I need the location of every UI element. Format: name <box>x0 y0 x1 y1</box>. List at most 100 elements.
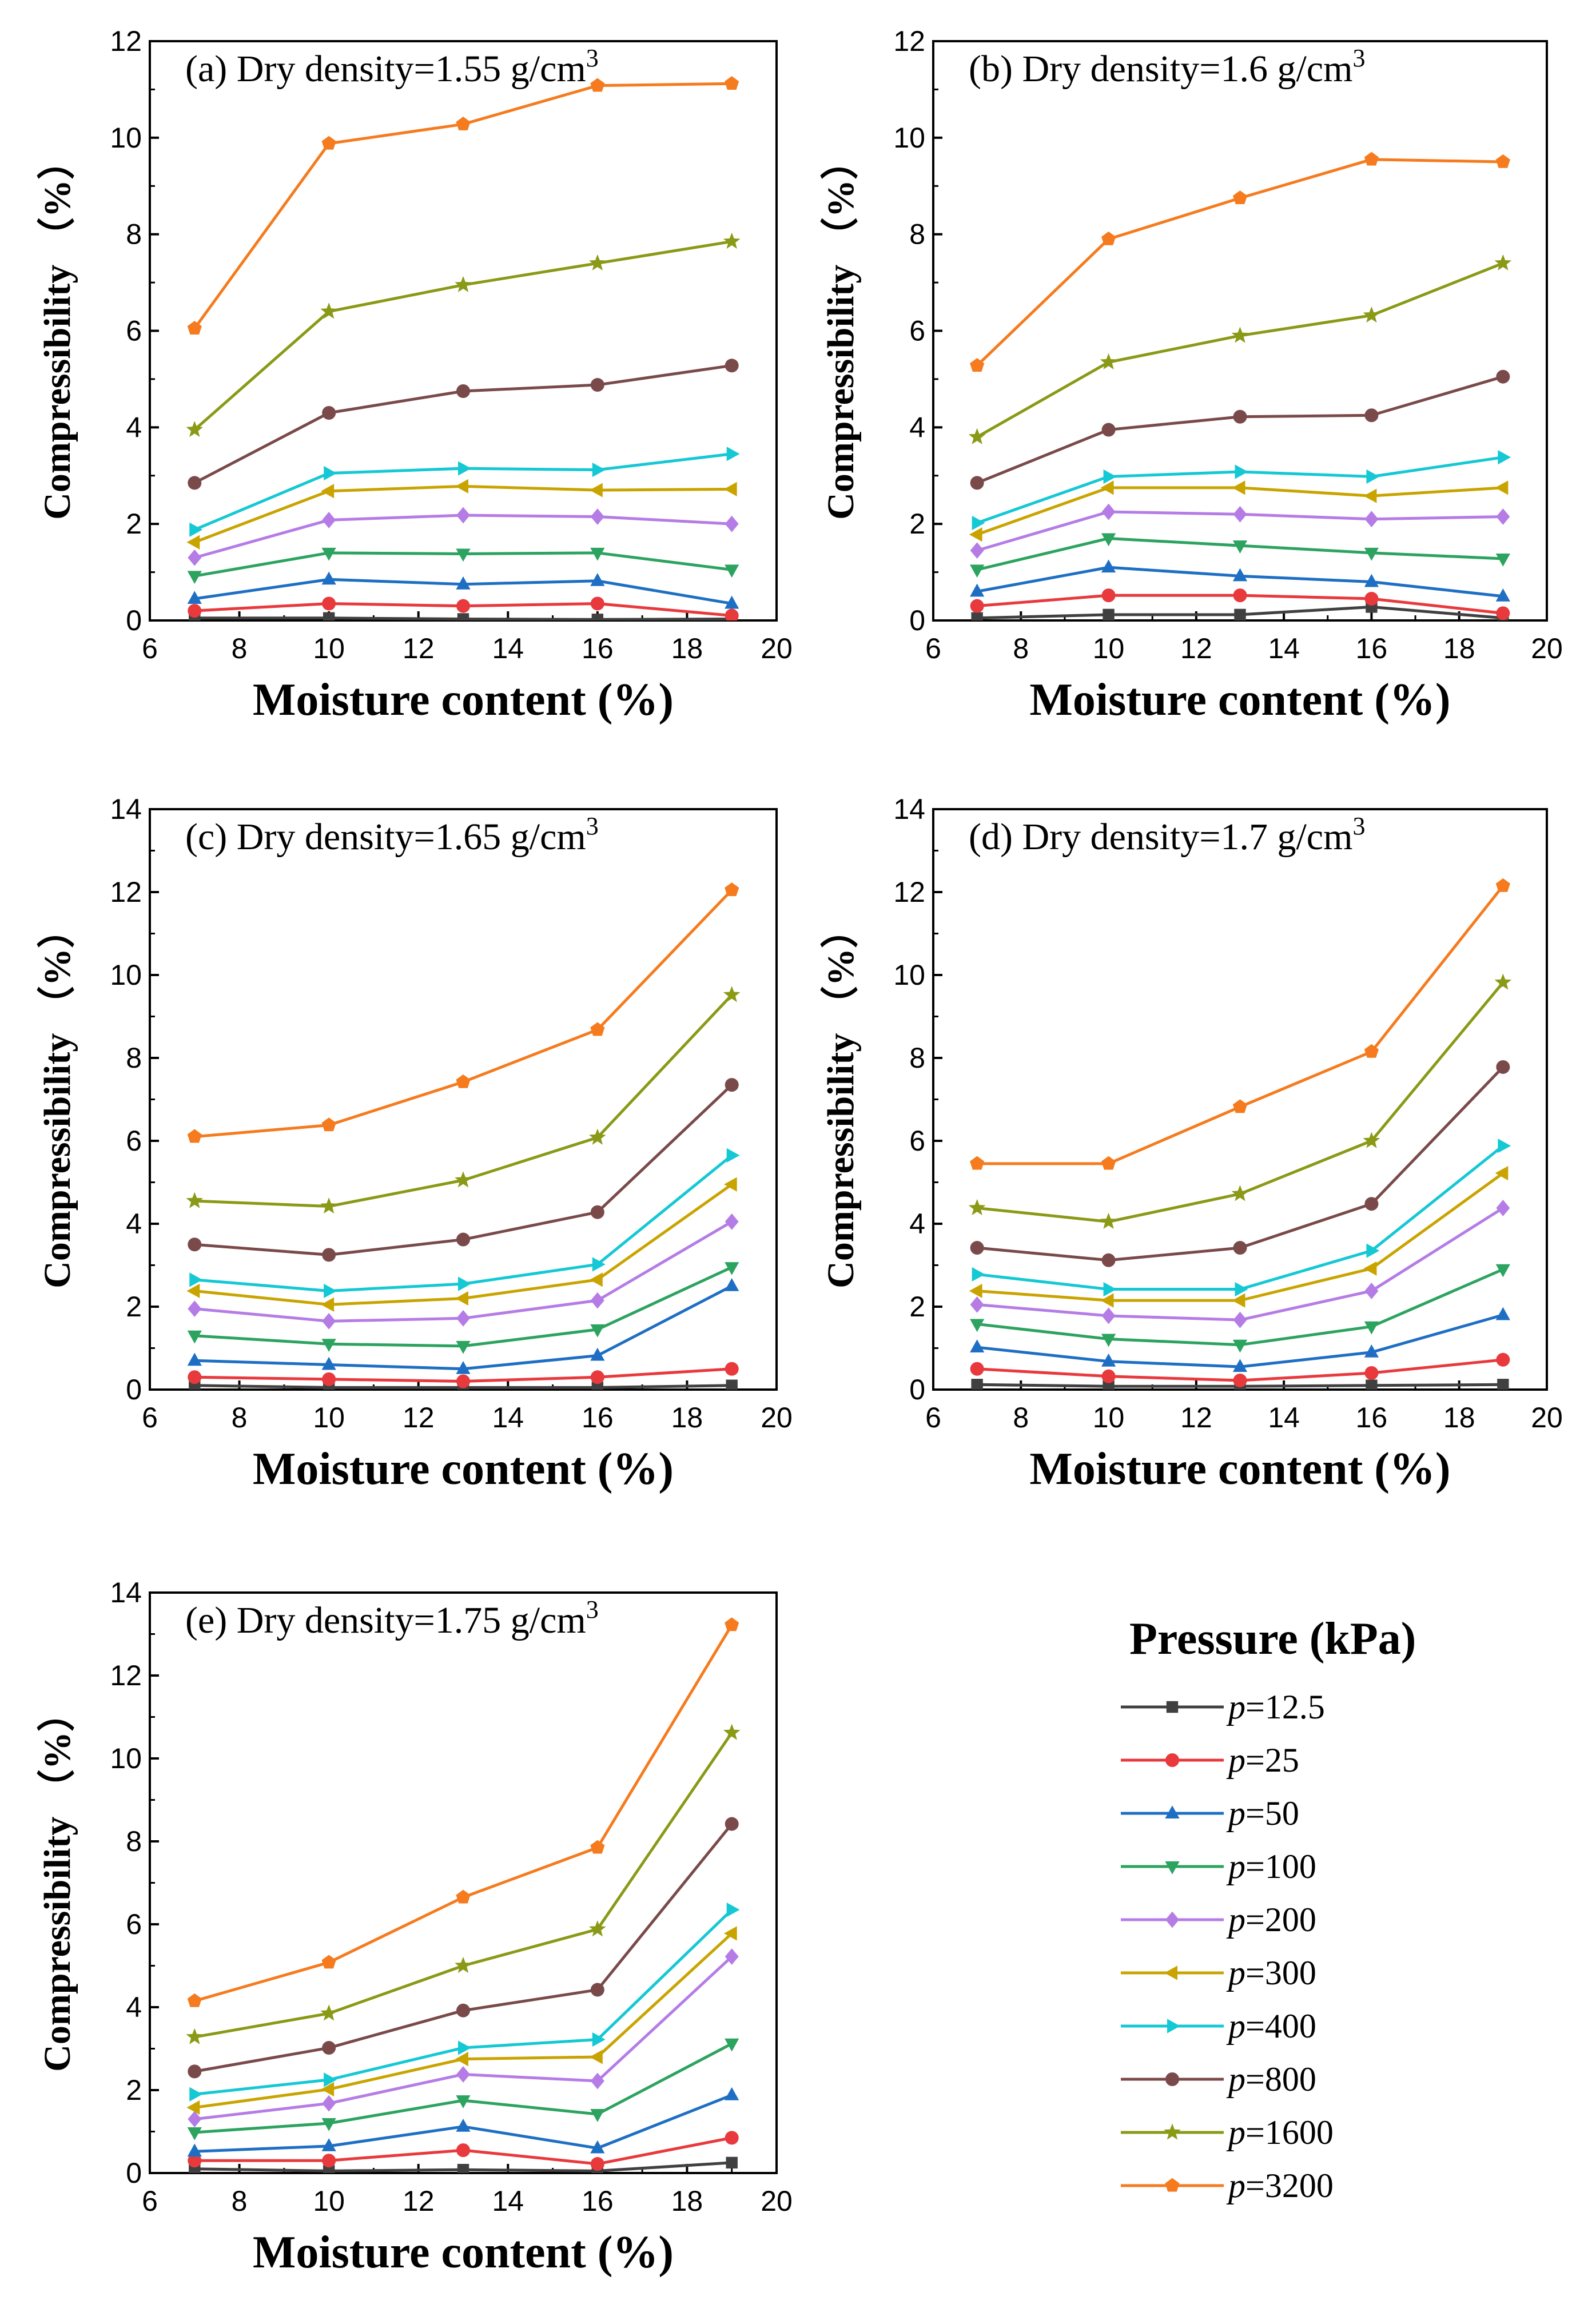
data-point-p=300 <box>969 527 982 542</box>
legend-marker <box>1165 1861 1180 1875</box>
data-point-p=50 <box>321 2138 336 2151</box>
x-tick-label: 12 <box>1180 1402 1212 1434</box>
data-point-p=100 <box>1101 533 1116 547</box>
data-point-p=800 <box>590 378 604 392</box>
data-point-p=400 <box>1498 1139 1511 1153</box>
data-point-p=1600 <box>320 1197 337 1214</box>
data-point-p=1600 <box>1100 353 1117 369</box>
data-point-p=400 <box>189 522 203 537</box>
data-point-p=300 <box>723 1177 737 1192</box>
data-point-p=100 <box>1495 553 1510 567</box>
legend-marker <box>1167 2019 1180 2034</box>
data-point-p=1600 <box>1363 306 1380 323</box>
data-point-p=25 <box>1101 1369 1116 1383</box>
legend-marker <box>1166 1701 1179 1713</box>
data-point-p=400 <box>726 447 740 461</box>
data-point-p=800 <box>456 1232 470 1247</box>
x-tick-label: 16 <box>582 2185 614 2217</box>
y-tick-label: 14 <box>110 1577 142 1609</box>
data-point-p=400 <box>972 515 985 531</box>
panel-title: (e) Dry density=1.75 g/cm3 <box>185 1595 599 1641</box>
data-point-p=12.5 <box>726 1379 738 1390</box>
data-point-p=200 <box>1101 503 1116 520</box>
data-point-p=300 <box>1495 1165 1509 1181</box>
data-point-p=3200 <box>187 1129 202 1143</box>
data-point-p=12.5 <box>1103 608 1115 620</box>
x-tick-label: 10 <box>313 632 345 664</box>
x-axis-label: Moisture content (%) <box>253 675 674 725</box>
data-point-p=25 <box>970 1362 984 1376</box>
data-point-p=800 <box>188 476 202 490</box>
y-tick-label: 14 <box>893 793 925 825</box>
data-point-p=400 <box>726 1903 740 1917</box>
data-point-p=1600 <box>320 303 337 319</box>
data-point-p=50 <box>1101 1353 1116 1367</box>
data-point-p=1600 <box>723 986 741 1002</box>
y-tick-label: 0 <box>126 604 142 636</box>
y-tick-label: 4 <box>909 1208 925 1240</box>
data-point-p=3200 <box>1495 154 1510 168</box>
data-point-p=100 <box>321 547 336 561</box>
data-point-p=50 <box>590 572 605 586</box>
data-point-p=3200 <box>1364 1044 1379 1058</box>
data-point-p=400 <box>972 1267 985 1282</box>
data-point-p=100 <box>1101 1334 1116 1347</box>
panel-title: (b) Dry density=1.6 g/cm3 <box>969 44 1365 90</box>
data-point-p=25 <box>1496 1352 1510 1367</box>
y-tick-label: 12 <box>110 876 142 908</box>
x-axis-label: Moisture content (%) <box>1029 1444 1450 1494</box>
data-point-p=800 <box>1496 1060 1510 1074</box>
data-point-p=1600 <box>723 1724 741 1740</box>
data-point-p=200 <box>322 1312 336 1330</box>
data-point-p=25 <box>188 2154 202 2168</box>
data-point-p=300 <box>455 479 468 494</box>
panel-b: 6 8 10 12 14 16 18 20 0 2 4 6 8 10 12 Moisture content … <box>819 25 1563 725</box>
data-point-p=200 <box>590 1292 604 1309</box>
data-point-p=100 <box>1364 1321 1379 1335</box>
data-point-p=1600 <box>1363 1132 1380 1148</box>
data-point-p=300 <box>321 2082 335 2097</box>
data-point-p=800 <box>1364 408 1379 423</box>
data-point-p=400 <box>458 1276 471 1291</box>
data-point-p=300 <box>186 535 200 550</box>
data-point-p=12.5 <box>971 1379 983 1390</box>
y-tick-label: 8 <box>126 1825 142 1857</box>
data-point-p=25 <box>1364 592 1379 606</box>
y-tick-label: 12 <box>110 1660 142 1692</box>
x-tick-label: 8 <box>232 632 248 664</box>
data-point-p=800 <box>590 1205 604 1219</box>
y-tick-label: 4 <box>126 411 142 443</box>
x-tick-label: 20 <box>1531 632 1563 664</box>
x-tick-label: 6 <box>142 1402 158 1434</box>
legend-label: p=100 <box>1226 1848 1316 1885</box>
data-point-p=200 <box>1364 511 1379 528</box>
data-point-p=25 <box>725 2131 739 2145</box>
data-point-p=12.5 <box>323 612 335 620</box>
x-tick-label: 18 <box>671 632 703 664</box>
data-point-p=50 <box>321 1356 336 1370</box>
data-point-p=800 <box>725 359 739 373</box>
y-tick-label: 6 <box>126 315 142 347</box>
data-point-p=100 <box>456 1340 471 1354</box>
panel-a: 6 8 10 12 14 16 18 20 0 2 4 6 8 10 12 Moisture content … <box>36 25 793 725</box>
data-point-p=400 <box>189 1272 203 1287</box>
x-tick-label: 20 <box>761 1402 793 1434</box>
data-point-p=300 <box>186 2100 200 2115</box>
legend-marker <box>1164 2123 1181 2140</box>
y-tick-label: 10 <box>893 959 925 991</box>
data-point-p=3200 <box>1232 1099 1248 1113</box>
data-point-p=25 <box>970 599 984 613</box>
legend-title: Pressure (kPa) <box>1129 1614 1416 1664</box>
panel-title: (c) Dry density=1.65 g/cm3 <box>185 812 599 858</box>
y-tick-label: 4 <box>126 1208 142 1240</box>
data-point-p=50 <box>187 591 202 604</box>
data-point-p=100 <box>1495 1264 1510 1278</box>
panel-title: (d) Dry density=1.7 g/cm3 <box>969 812 1365 858</box>
data-point-p=300 <box>590 2050 603 2064</box>
data-point-p=3200 <box>1101 1156 1116 1170</box>
y-tick-label: 10 <box>110 122 142 154</box>
data-point-p=800 <box>1364 1197 1379 1211</box>
data-point-p=3200 <box>456 116 471 130</box>
data-point-p=200 <box>725 515 739 532</box>
data-point-p=50 <box>725 595 739 609</box>
